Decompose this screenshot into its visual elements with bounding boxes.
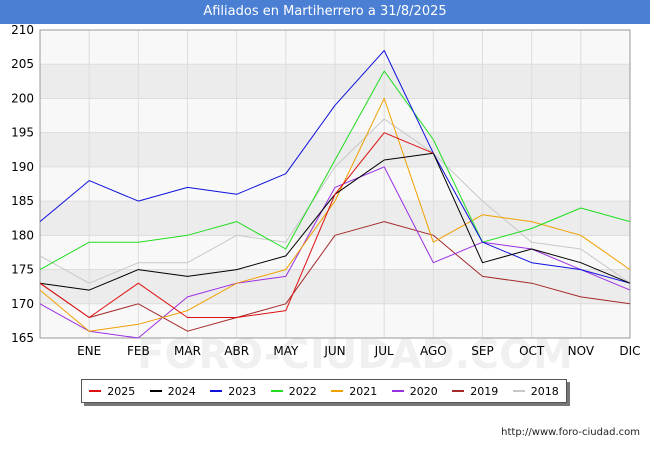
legend-label: 2020: [409, 384, 438, 398]
y-tick-label: 165: [11, 331, 34, 345]
x-tick-label: JUN: [323, 344, 345, 358]
legend-swatch: [331, 390, 344, 392]
legend-label: 2021: [349, 384, 378, 398]
y-tick-label: 175: [11, 263, 34, 277]
x-tick-label: SEP: [471, 344, 493, 358]
legend-item-2022: 2022: [270, 384, 317, 398]
y-tick-label: 205: [11, 57, 34, 71]
legend-item-2025: 2025: [89, 385, 135, 398]
series-line-2023: [39, 50, 631, 284]
legend-label: 2019: [470, 384, 499, 398]
legend-item-2020: 2020: [391, 384, 438, 398]
legend-label: 2018: [530, 384, 559, 398]
x-tick-label: FEB: [127, 344, 150, 358]
watermark: FORO-CIUDAD.COM: [137, 332, 573, 378]
legend-swatch: [452, 390, 465, 392]
plot-border: [39, 29, 631, 339]
x-tick-label: DIC: [619, 344, 640, 358]
x-tick-label: ENE: [77, 344, 101, 358]
x-tick-label: AGO: [420, 344, 447, 358]
series-line-2019: [39, 221, 631, 332]
legend-swatch: [149, 390, 162, 392]
y-tick-label: 185: [11, 194, 34, 208]
y-tick-label: 170: [11, 297, 34, 311]
x-tick-label: JUL: [374, 344, 394, 358]
chart-title: Afiliados en Martiherrero a 31/8/2025: [0, 0, 650, 24]
legend-label: 2023: [228, 384, 257, 398]
series-line-2021: [39, 97, 631, 332]
y-tick-label: 200: [11, 91, 34, 105]
chart-legend: 2025 2024 2023 2022 2021 2020 2019 2018: [81, 379, 567, 403]
legend-label: 2025: [107, 384, 136, 398]
legend-label: 2022: [288, 384, 317, 398]
y-tick-label: 195: [11, 126, 34, 140]
legend-swatch: [89, 390, 102, 392]
legend-swatch: [391, 390, 404, 392]
x-tick-label: MAY: [273, 344, 299, 358]
legend-swatch: [210, 390, 223, 392]
y-tick-label: 180: [11, 228, 34, 242]
series-line-2018: [39, 118, 631, 284]
source-link[interactable]: http://www.foro-ciudad.com: [501, 427, 640, 438]
legend-item-2018: 2018: [512, 384, 559, 398]
series-line-2022: [39, 70, 631, 271]
x-tick-label: OCT: [519, 344, 545, 358]
x-tick-label: ABR: [224, 344, 249, 358]
y-tick-label: 210: [11, 23, 34, 37]
series-line-2025: [39, 132, 434, 318]
legend-item-2019: 2019: [452, 385, 498, 398]
legend-item-2024: 2024: [149, 384, 196, 398]
x-tick-label: NOV: [568, 344, 595, 358]
y-tick-label: 190: [11, 160, 34, 174]
legend-swatch: [270, 390, 283, 392]
x-tick-label: MAR: [174, 344, 201, 358]
legend-item-2023: 2023: [210, 385, 256, 398]
legend-swatch: [512, 390, 525, 392]
legend-label: 2024: [167, 384, 196, 398]
legend-item-2021: 2021: [331, 385, 377, 398]
